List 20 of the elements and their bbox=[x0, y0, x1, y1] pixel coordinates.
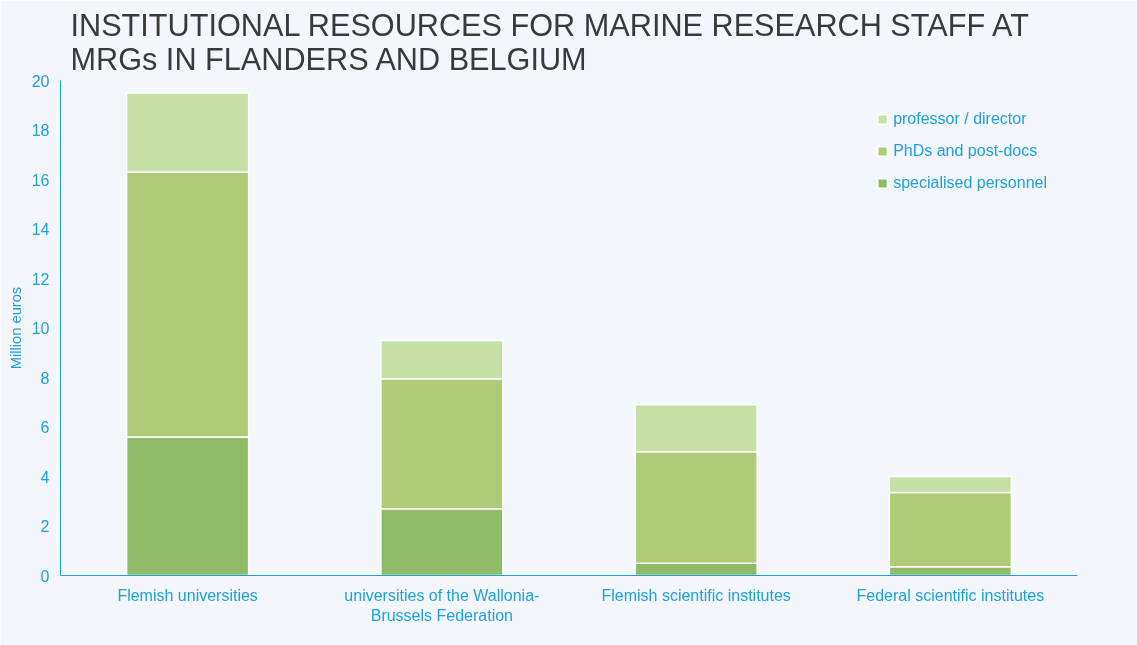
y-tick-label: 4 bbox=[40, 468, 50, 486]
x-tick-label: universities of the Wallonia-Brussels Federation bbox=[344, 586, 540, 624]
y-tick-label: 6 bbox=[40, 419, 50, 436]
x-tick-label: Federal scientific institutes bbox=[856, 586, 1045, 604]
y-tick-label: 2 bbox=[40, 518, 50, 535]
legend-label: specialised personnel bbox=[893, 174, 1047, 192]
y-tick-label: 20 bbox=[31, 72, 50, 90]
y-tick-label: 8 bbox=[40, 369, 50, 387]
x-tick-label: Flemish universities bbox=[117, 586, 258, 604]
legend-label: professor / director bbox=[893, 110, 1027, 128]
chart-title: INSTITUTIONAL RESOURCES FOR MARINE RESEARCH STAFF AT MRGs IN FLANDERS AND BELGIUM bbox=[70, 7, 1030, 76]
legend-label: PhDs and post-docs bbox=[893, 142, 1038, 160]
y-axis-title: Million euros bbox=[7, 286, 24, 370]
x-tick-label: Flemish scientific institutes bbox=[601, 586, 791, 604]
y-tick-label: 0 bbox=[40, 567, 50, 585]
y-tick-label: 14 bbox=[31, 221, 50, 238]
y-tick-label: 16 bbox=[31, 171, 50, 189]
y-tick-label: 12 bbox=[31, 270, 50, 288]
y-tick-label: 18 bbox=[31, 122, 50, 139]
y-tick-label: 10 bbox=[31, 320, 50, 337]
